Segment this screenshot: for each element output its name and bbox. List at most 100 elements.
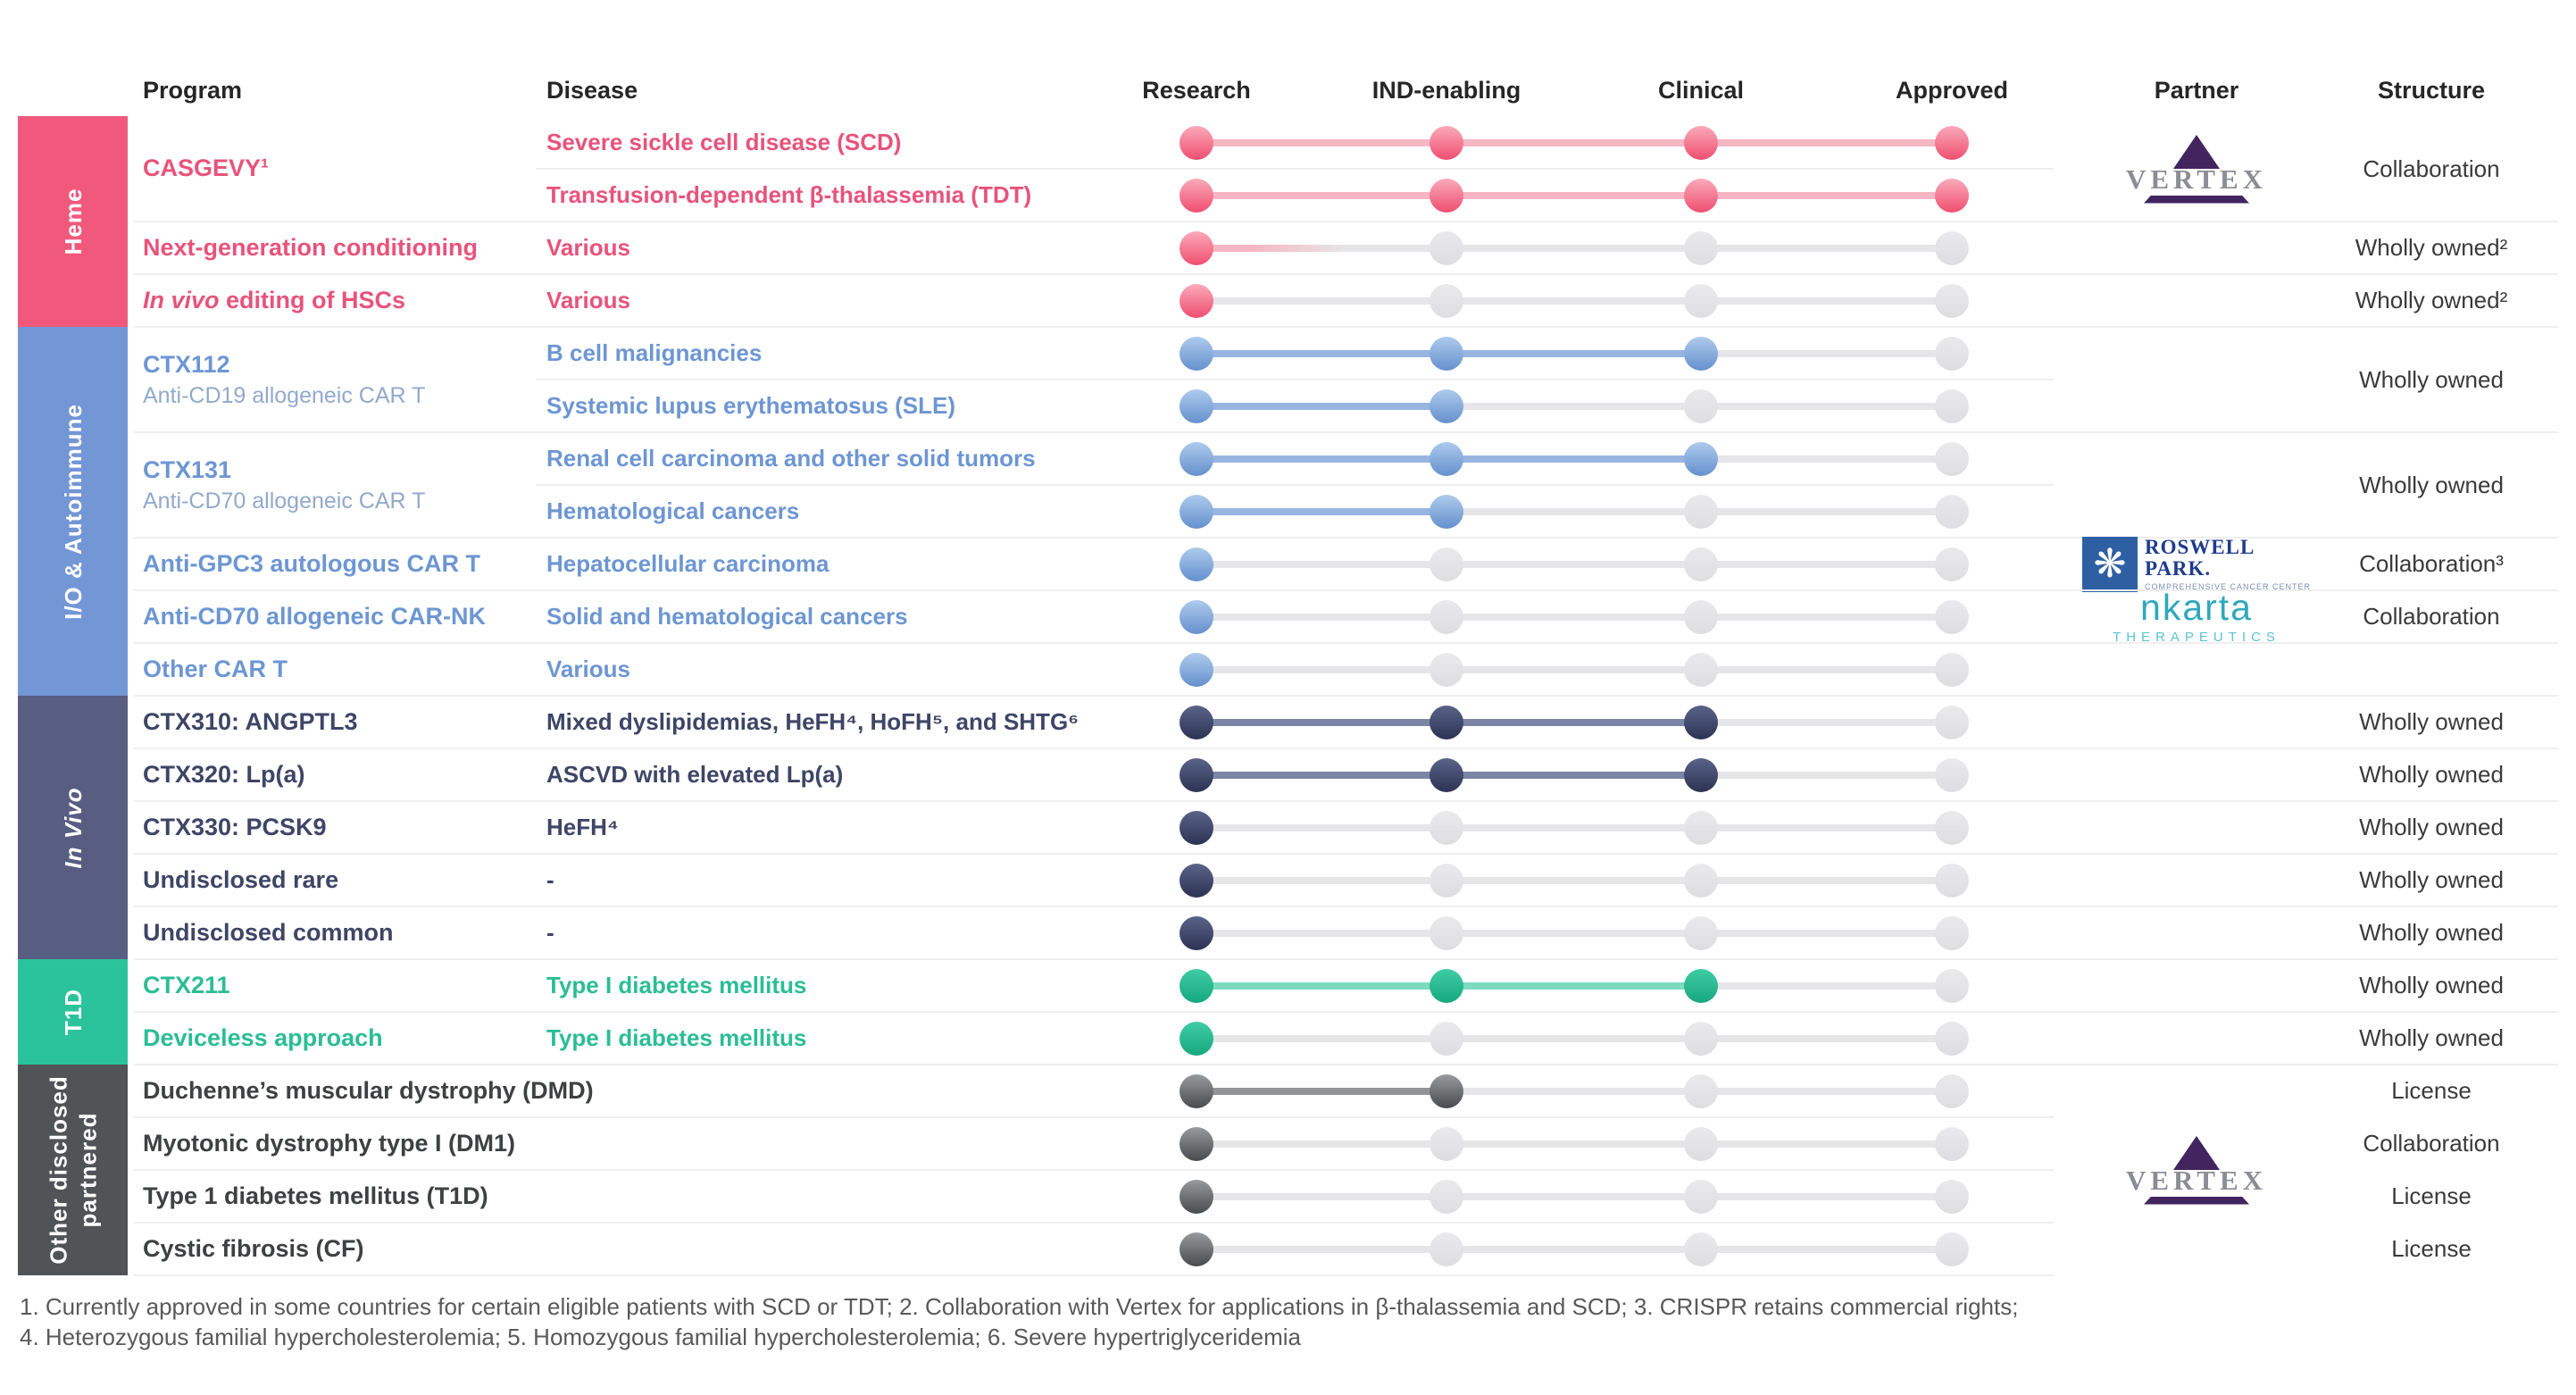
column-header-approved: Approved	[1895, 77, 2009, 104]
row-separator	[536, 484, 2054, 486]
stage-connector-ind-enabling-clinical	[1446, 455, 1701, 463]
program-name: Undisclosed rare	[143, 865, 339, 893]
stage-dot-approved	[1935, 757, 1969, 792]
stage-dot-research	[1180, 1126, 1213, 1161]
row-separator	[134, 748, 2558, 749]
column-header-program: Program	[143, 77, 243, 104]
stage-connector-ind-enabling-clinical	[1446, 718, 1701, 726]
stage-connector-clinical-approved	[1701, 560, 1952, 568]
stage-dot-ind-enabling	[1430, 757, 1463, 792]
stage-connector-research-ind-enabling	[1196, 349, 1446, 357]
stage-dot-ind-enabling	[1430, 178, 1463, 213]
stage-connector-research-ind-enabling	[1196, 244, 1446, 252]
stage-connector-clinical-approved	[1701, 349, 1952, 357]
stage-dot-clinical	[1684, 652, 1718, 687]
program-cell: Anti-GPC3 autologous CAR T	[143, 538, 480, 590]
stage-dot-research	[1180, 1232, 1213, 1266]
stage-dot-ind-enabling	[1430, 125, 1463, 160]
row-separator	[134, 431, 2558, 433]
program-name: Cystic fibrosis (CF)	[143, 1234, 364, 1262]
stage-dot-approved	[1935, 1073, 1969, 1108]
stage-connector-ind-enabling-clinical	[1446, 1140, 1701, 1148]
stage-dot-clinical	[1684, 863, 1718, 898]
stage-dot-research	[1180, 599, 1213, 634]
disease-name: Severe sickle cell disease (SCD)	[546, 129, 902, 155]
disease-name: Hematological cancers	[546, 497, 800, 524]
column-header-structure: Structure	[2377, 77, 2486, 104]
row-separator	[134, 589, 2558, 591]
structure-value: Wholly owned	[2359, 1024, 2504, 1051]
column-header-partner: Partner	[2154, 77, 2239, 104]
disease-name: ASCVD with elevated Lp(a)	[546, 761, 844, 788]
stage-dot-clinical	[1684, 388, 1718, 423]
stage-dot-clinical	[1684, 810, 1718, 845]
vertex-wordmark: VERTEX	[2125, 163, 2268, 195]
stage-dot-clinical	[1684, 125, 1718, 160]
stage-connector-ind-enabling-clinical	[1446, 402, 1701, 410]
stage-dot-approved	[1935, 810, 1969, 845]
stage-connector-research-ind-enabling	[1196, 1087, 1446, 1095]
stage-dot-research	[1180, 441, 1213, 476]
stage-connector-clinical-approved	[1701, 402, 1952, 410]
program-name: Anti-GPC3 autologous CAR T	[143, 549, 480, 577]
row-separator	[134, 1064, 2558, 1065]
disease-name: HeFH⁴	[546, 814, 619, 840]
section-band-t1d: T1D	[18, 959, 128, 1065]
row-separator	[134, 1169, 2054, 1171]
row-separator	[134, 853, 2558, 855]
stage-connector-clinical-approved	[1701, 1087, 1952, 1095]
stage-dot-approved	[1935, 599, 1969, 634]
stage-connector-ind-enabling-clinical	[1446, 665, 1701, 673]
stage-dot-research	[1180, 388, 1213, 423]
program-cell: Deviceless approach	[143, 1012, 383, 1065]
stage-dot-approved	[1935, 652, 1969, 687]
row-separator	[134, 800, 2558, 802]
footnote-line-1: 1. Currently approved in some countries …	[20, 1293, 2019, 1320]
stage-dot-clinical	[1684, 1179, 1718, 1214]
stage-dot-ind-enabling	[1430, 441, 1463, 476]
stage-dot-ind-enabling	[1430, 1073, 1463, 1108]
disease-name: -	[546, 919, 554, 946]
disease-name: -	[546, 866, 554, 893]
stage-dot-clinical	[1684, 494, 1718, 529]
stage-dot-ind-enabling	[1430, 915, 1463, 950]
stage-dot-research	[1180, 915, 1213, 950]
stage-connector-clinical-approved	[1701, 455, 1952, 463]
stage-dot-research	[1180, 283, 1213, 318]
stage-dot-approved	[1935, 863, 1969, 898]
program-cell: Myotonic dystrophy type I (DM1)	[143, 1117, 515, 1170]
program-name: Deviceless approach	[143, 1023, 383, 1051]
stage-connector-research-ind-enabling	[1196, 929, 1446, 937]
program-cell: Undisclosed common	[143, 906, 394, 959]
row-separator	[134, 537, 2558, 539]
stage-connector-clinical-approved	[1701, 876, 1952, 884]
disease-name: Type I diabetes mellitus	[546, 972, 807, 998]
program-cell: Duchenne’s muscular dystrophy (DMD)	[143, 1065, 594, 1117]
vertex-underline	[2143, 1196, 2249, 1205]
program-cell: CTX131 Anti-CD70 allogeneic CAR T	[143, 432, 425, 538]
program-name: Duchenne’s muscular dystrophy (DMD)	[143, 1076, 594, 1104]
stage-connector-clinical-approved	[1701, 982, 1952, 990]
stage-connector-ind-enabling-clinical	[1446, 982, 1701, 990]
program-name: CTX310: ANGPTL3	[143, 707, 358, 735]
section-band-heme: Heme	[18, 116, 128, 327]
stage-connector-research-ind-enabling	[1196, 1192, 1446, 1200]
stage-dot-clinical	[1684, 1126, 1718, 1161]
disease-name: Systemic lupus erythematosus (SLE)	[546, 392, 956, 419]
stage-dot-research	[1180, 1179, 1213, 1214]
row-separator	[134, 1011, 2558, 1013]
stage-dot-ind-enabling	[1430, 1021, 1463, 1056]
program-cell: CTX320: Lp(a)	[143, 748, 305, 801]
row-separator	[134, 642, 2558, 644]
structure-value: Wholly owned	[2359, 814, 2504, 840]
row-separator	[536, 168, 2054, 170]
stage-dot-research	[1180, 705, 1213, 739]
stage-dot-clinical	[1684, 705, 1718, 739]
stage-dot-research	[1180, 125, 1213, 160]
row-separator	[134, 958, 2558, 960]
structure-value: Wholly owned²	[2355, 287, 2508, 313]
stage-dot-clinical	[1684, 230, 1718, 265]
disease-name: Mixed dyslipidemias, HeFH⁴, HoFH⁵, and S…	[546, 708, 1080, 735]
program-name: In vivo editing of HSCs	[143, 286, 406, 313]
stage-connector-ind-enabling-clinical	[1446, 349, 1701, 357]
